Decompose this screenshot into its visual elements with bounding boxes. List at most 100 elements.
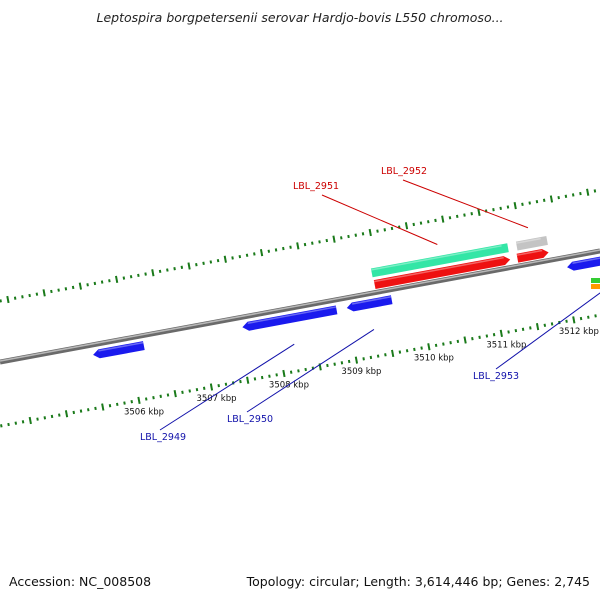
accession-text: Accession: NC_008508: [9, 574, 152, 589]
minor-tick: [594, 314, 597, 318]
gene-highlight: [351, 296, 392, 305]
gene-label: LBL_2950: [227, 414, 273, 425]
gene-unlabeled[interactable]: [93, 341, 145, 359]
minor-tick: [94, 406, 97, 411]
major-tick: [477, 208, 481, 216]
minor-tick: [144, 272, 147, 276]
minor-tick: [535, 199, 539, 204]
minor-tick: [455, 214, 459, 219]
major-tick: [223, 255, 227, 263]
minor-tick: [86, 283, 89, 287]
minor-tick: [50, 289, 53, 294]
minor-tick: [326, 363, 329, 368]
gene-highlight: [98, 341, 144, 352]
minor-tick: [543, 323, 547, 327]
gene-LBL_2950[interactable]: [346, 295, 393, 312]
minor-tick: [129, 275, 133, 279]
gene-LBL_2951[interactable]: [373, 256, 511, 289]
minor-tick: [36, 417, 39, 421]
minor-tick: [13, 296, 17, 300]
ruler-label: 3510 kbp: [414, 354, 454, 364]
ruler-label: 3506 kbp: [124, 407, 164, 417]
gene-highlight: [371, 245, 502, 271]
gene-features[interactable]: [93, 229, 600, 359]
minor-tick: [289, 245, 292, 249]
minor-tick: [529, 326, 532, 330]
gene-highlight: [572, 257, 600, 264]
major-tick: [101, 403, 105, 411]
minor-tick: [449, 341, 452, 345]
minor-tick: [478, 335, 481, 339]
minor-tick: [253, 377, 257, 381]
major-tick: [259, 248, 264, 257]
minor-tick: [137, 273, 140, 278]
gene-body[interactable]: [515, 236, 548, 251]
chromosome-backbone: [0, 248, 600, 365]
minor-tick: [434, 218, 437, 223]
gene-body[interactable]: [373, 256, 511, 289]
label-leader-line: [402, 179, 529, 229]
minor-tick: [152, 396, 155, 400]
gene-unlabeled[interactable]: [515, 236, 548, 251]
minor-tick: [43, 416, 47, 420]
minor-tick: [7, 422, 10, 427]
label-leader-line: [321, 194, 438, 245]
gene-highlight: [516, 249, 543, 256]
minor-tick: [514, 328, 518, 333]
minor-tick: [384, 353, 387, 357]
gene-body[interactable]: [567, 249, 600, 271]
minor-tick: [507, 330, 510, 334]
minor-tick: [239, 379, 242, 384]
minor-tick: [180, 265, 184, 269]
minor-tick: [347, 234, 350, 239]
gene-label: LBL_2949: [140, 432, 186, 443]
major-tick: [427, 343, 431, 351]
minor-tick: [209, 260, 213, 264]
minor-tick: [420, 346, 423, 350]
major-tick: [354, 356, 359, 364]
minor-tick: [245, 253, 249, 257]
major-tick: [391, 349, 395, 358]
gene-unlabeled[interactable]: [370, 243, 509, 278]
minor-tick: [413, 347, 416, 352]
gene-body[interactable]: [346, 295, 393, 312]
minor-tick: [231, 256, 234, 260]
minor-tick: [195, 387, 199, 392]
minor-tick: [100, 280, 104, 284]
edge-marker-green: [591, 278, 600, 283]
gene-body[interactable]: [242, 305, 338, 331]
minor-tick: [557, 195, 560, 200]
minor-tick: [58, 413, 61, 417]
gene-highlight: [373, 256, 504, 283]
minor-tick: [405, 349, 409, 353]
gene-body[interactable]: [370, 243, 509, 278]
minor-tick: [72, 410, 76, 415]
minor-tick: [144, 397, 148, 401]
major-tick: [332, 235, 336, 243]
major-tick: [535, 322, 540, 331]
minor-tick: [456, 339, 460, 344]
major-tick: [6, 295, 10, 304]
minor-tick: [79, 409, 83, 413]
minor-tick: [14, 421, 18, 425]
label-leader-line: [159, 343, 295, 431]
topology-stats-text: Topology: circular; Length: 3,614,446 bp…: [246, 574, 590, 589]
minor-tick: [35, 292, 39, 296]
minor-tick: [0, 299, 2, 303]
gene-body[interactable]: [93, 341, 145, 359]
minor-tick: [383, 228, 387, 232]
edge-marker-orange: [591, 284, 600, 289]
major-tick: [282, 369, 286, 378]
major-tick: [209, 383, 214, 391]
minor-tick: [542, 198, 546, 202]
minor-tick: [71, 285, 75, 290]
gene-body[interactable]: [516, 249, 549, 263]
gene-LBL_2953[interactable]: [567, 249, 600, 271]
minor-tick: [289, 370, 293, 374]
gene-LBL_2952[interactable]: [516, 249, 549, 263]
major-tick: [549, 195, 554, 203]
minor-tick: [362, 357, 365, 361]
gene-label: LBL_2953: [473, 371, 519, 382]
gene-LBL_2949[interactable]: [242, 305, 338, 331]
